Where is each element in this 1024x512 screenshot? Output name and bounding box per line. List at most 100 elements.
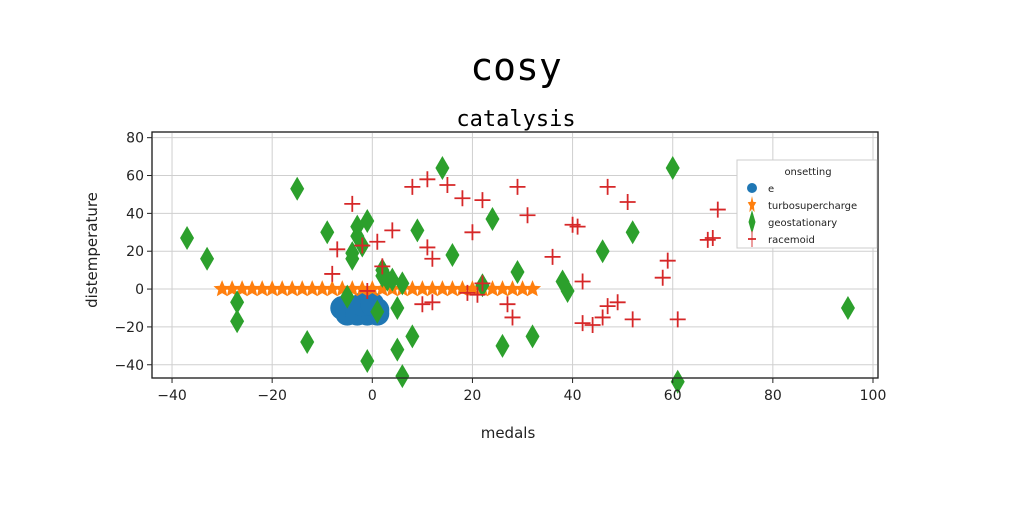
- racemoid-point: [464, 224, 481, 241]
- racemoid-point: [359, 282, 376, 299]
- racemoid-point: [709, 201, 726, 218]
- racemoid-point: [459, 284, 476, 301]
- geostationary-point: [395, 271, 410, 296]
- turbosupercharge-point: [343, 280, 361, 297]
- turbosupercharge-point: [253, 280, 271, 297]
- racemoid-point: [509, 178, 526, 195]
- legend-box: [736, 159, 878, 249]
- geostationary-point: [510, 260, 525, 285]
- data-marks: [180, 155, 855, 394]
- turbosupercharge-point: [303, 280, 321, 297]
- geostationary-point: [625, 220, 640, 245]
- y-axis-ticks: −40 −20 0 20 40 60 80: [114, 131, 152, 374]
- chart-figure: cosy catalysis −40 −20 0 20 40 60 80 100 −40 −20…: [83, 45, 886, 442]
- turbosupercharge-point: [223, 280, 241, 297]
- y-tick-label: 80: [126, 131, 144, 147]
- turbosupercharge-point: [323, 280, 341, 297]
- turbosupercharge-point: [213, 280, 231, 297]
- geostationary-point: [595, 239, 610, 264]
- racemoid-point: [544, 248, 561, 265]
- geostationary-point: [395, 364, 410, 389]
- legend-label-e: e: [768, 184, 774, 195]
- legend-marker-geostationary: [748, 210, 756, 234]
- turbosupercharge-point: [293, 280, 311, 297]
- racemoid-point: [424, 250, 441, 267]
- y-tick-label: −20: [114, 320, 144, 336]
- racemoid-point: [599, 298, 616, 315]
- turbosupercharge-point: [403, 280, 421, 297]
- series-turbosupercharge: [213, 280, 542, 297]
- y-tick-label: 40: [126, 206, 144, 222]
- racemoid-point: [474, 192, 491, 209]
- y-tick-label: 0: [135, 282, 144, 298]
- turbosupercharge-point: [373, 280, 391, 297]
- geostationary-point: [390, 295, 405, 320]
- legend-marker-racemoid: [748, 231, 756, 247]
- geostationary-point: [180, 225, 195, 250]
- series-geostationary: [180, 155, 855, 394]
- x-tick-label: −20: [257, 388, 287, 404]
- geostationary-point: [560, 278, 575, 303]
- racemoid-point: [499, 296, 516, 313]
- geostationary-point: [435, 155, 450, 180]
- geostationary-point: [360, 348, 375, 373]
- x-axis-label: medals: [481, 424, 536, 442]
- geostationary-point: [670, 369, 685, 394]
- x-tick-label: 0: [368, 388, 377, 404]
- racemoid-point: [374, 258, 391, 275]
- chart-subtitle: catalysis: [456, 107, 575, 132]
- geostationary-point: [230, 309, 245, 334]
- geostationary-point: [345, 246, 360, 271]
- racemoid-point: [354, 237, 371, 254]
- x-tick-label: 80: [764, 388, 782, 404]
- geostationary-point: [300, 330, 315, 355]
- racemoid-point: [519, 207, 536, 224]
- racemoid-point: [454, 190, 471, 207]
- chart-title: cosy: [470, 45, 562, 89]
- turbosupercharge-point: [363, 280, 381, 297]
- turbosupercharge-point: [313, 280, 331, 297]
- racemoid-point: [474, 275, 491, 292]
- racemoid-point: [324, 265, 341, 282]
- turbosupercharge-point: [524, 280, 542, 297]
- x-tick-label: −40: [157, 388, 187, 404]
- geostationary-point: [370, 299, 385, 324]
- turbosupercharge-point: [423, 280, 441, 297]
- racemoid-point: [609, 294, 626, 311]
- racemoid-point: [599, 178, 616, 195]
- turbosupercharge-point: [263, 280, 281, 297]
- legend-label-geostationary: geostationary: [768, 218, 837, 229]
- geostationary-point: [385, 267, 400, 292]
- geostationary-point: [290, 176, 305, 201]
- racemoid-point: [419, 171, 436, 188]
- x-tick-label: 40: [564, 388, 582, 404]
- legend-marker-turbosupercharge: [747, 196, 757, 213]
- turbosupercharge-point: [483, 280, 501, 297]
- y-axis-label: distemperature: [83, 192, 101, 308]
- y-tick-label: 60: [126, 169, 144, 185]
- legend-marker-e: [747, 183, 757, 193]
- geostationary-point: [390, 337, 405, 362]
- racemoid-point: [469, 286, 486, 303]
- turbosupercharge-point: [243, 280, 261, 297]
- plot-frame-outline: [151, 131, 879, 379]
- racemoid-point: [584, 317, 601, 334]
- legend: onsetting e turbosupercharge geostationary…: [736, 159, 878, 249]
- turbosupercharge-point: [443, 280, 461, 297]
- geostationary-point: [200, 246, 215, 271]
- racemoid-point: [574, 273, 591, 290]
- geostationary-point: [495, 333, 510, 358]
- racemoid-point: [424, 294, 441, 311]
- legend-title: onsetting: [784, 167, 831, 178]
- racemoid-point: [384, 222, 401, 239]
- geostationary-point: [665, 155, 680, 180]
- y-tick-label: −40: [114, 358, 144, 374]
- racemoid-point: [344, 195, 361, 212]
- geostationary-point: [840, 295, 855, 320]
- series-racemoid: [324, 171, 726, 334]
- turbosupercharge-point: [493, 280, 511, 297]
- racemoid-point: [704, 229, 721, 246]
- racemoid-point: [369, 233, 386, 250]
- x-tick-label: 20: [464, 388, 482, 404]
- geostationary-point: [405, 324, 420, 349]
